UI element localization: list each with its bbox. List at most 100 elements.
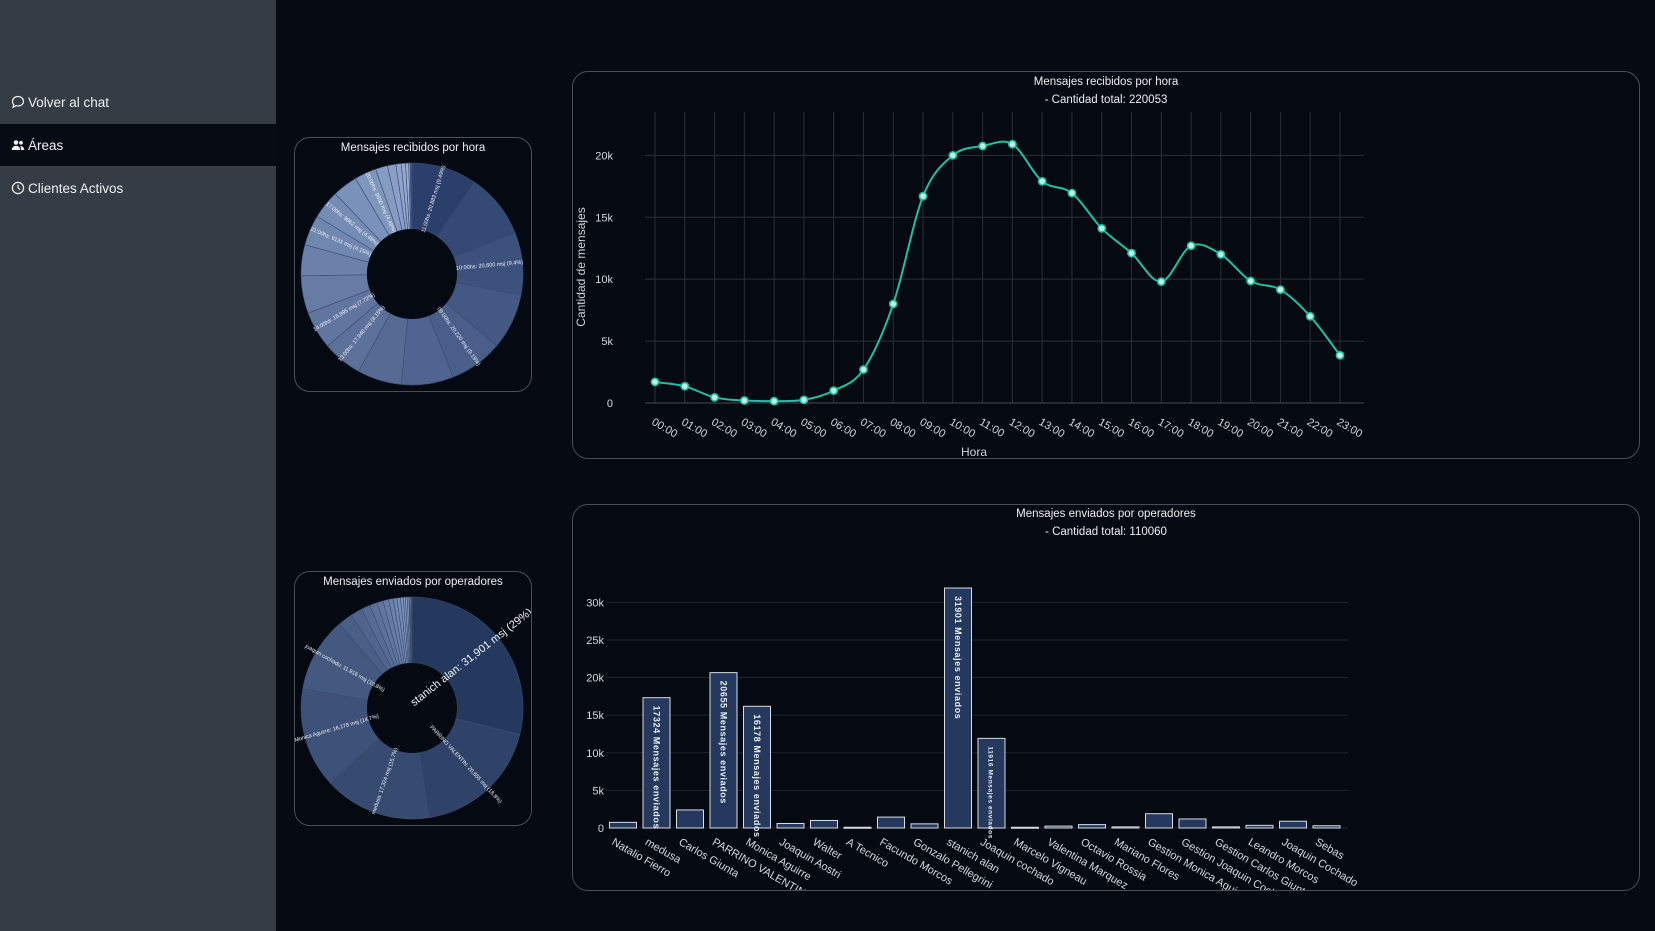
- x-tick-label: 15:00: [1096, 416, 1126, 440]
- y-tick-label: 15k: [595, 212, 613, 224]
- nav-label: Volver al chat: [28, 94, 110, 110]
- bar: [609, 821, 637, 829]
- data-point: [769, 396, 779, 406]
- card-title: Mensajes recibidos por hora: [340, 142, 486, 154]
- nav-label: Áreas: [28, 137, 64, 153]
- x-tick-label: 23:00: [1335, 416, 1365, 440]
- y-tick-label: 20k: [595, 150, 613, 162]
- x-tick-label: 03:00: [739, 416, 769, 440]
- x-tick-label: 08:00: [888, 416, 918, 440]
- bar: [877, 816, 905, 829]
- x-tick-label: 18:00: [1186, 416, 1216, 440]
- data-point: [1067, 188, 1077, 198]
- bar: [843, 826, 872, 829]
- y-tick-label: 10k: [595, 274, 613, 286]
- bar: [1011, 826, 1039, 829]
- sidebar: Volver al chat Áreas Clientes Activos: [0, 0, 276, 931]
- data-point: [1156, 277, 1166, 287]
- x-tick-label: 21:00: [1275, 416, 1305, 440]
- y-tick-label: 5k: [592, 785, 604, 797]
- data-point: [948, 150, 958, 160]
- data-point: [1007, 139, 1017, 149]
- bar: [1245, 824, 1274, 829]
- chart-subtitle: - Cantidad total: 220053: [1045, 94, 1168, 106]
- chart-subtitle: - Cantidad total: 110060: [1045, 526, 1167, 538]
- x-tick-label: 01:00: [679, 416, 709, 440]
- hourly-line-chart[interactable]: Mensajes recibidos por hora - Cantidad t…: [573, 72, 1639, 458]
- nav-label: Clientes Activos: [28, 180, 124, 196]
- x-tick-label: 00:00: [650, 416, 680, 440]
- data-point: [799, 395, 809, 405]
- y-tick-label: 30k: [586, 597, 604, 609]
- data-point: [1305, 311, 1315, 321]
- y-tick-label: 20k: [586, 673, 604, 685]
- y-tick-label: 5k: [601, 336, 613, 348]
- x-tick-label: 13:00: [1037, 416, 1067, 440]
- data-point: [1216, 250, 1226, 259]
- nav-item-clientes-activos[interactable]: Clientes Activos: [0, 167, 276, 209]
- x-tick-label: 20:00: [1245, 416, 1275, 440]
- bar: [810, 819, 838, 829]
- y-tick-label: 10k: [586, 748, 604, 760]
- bar: [1312, 825, 1341, 829]
- x-tick-label: 04:00: [769, 416, 799, 440]
- bar-data-label: 11916 Mensajes enviados: [987, 746, 994, 839]
- bar: [944, 587, 972, 829]
- data-point: [918, 191, 928, 201]
- x-tick-label: 07:00: [858, 416, 888, 440]
- bar: [676, 809, 704, 829]
- x-axis-label: Hora: [961, 445, 987, 458]
- data-point: [650, 377, 660, 387]
- pie-hole: [367, 663, 457, 753]
- bar-data-label: 20655 Mensajes enviados: [719, 681, 729, 804]
- chart-title: Mensajes recibidos por hora: [1034, 76, 1179, 88]
- x-tick-label: 06:00: [828, 416, 858, 440]
- data-point: [1127, 248, 1136, 258]
- chart-title: Mensajes enviados por operadores: [1016, 508, 1196, 520]
- bar: [1044, 825, 1073, 829]
- bar-data-label: 16178 Mensajes enviados: [752, 714, 762, 837]
- data-point: [710, 393, 719, 402]
- x-tick-label: 11:00: [977, 416, 1006, 440]
- x-tick-label: 19:00: [1215, 416, 1245, 440]
- operators-pie-card: Mensajes enviados por operadores stanich…: [294, 571, 532, 826]
- y-tick-label: 25k: [586, 635, 604, 647]
- data-point: [829, 386, 839, 396]
- data-point: [1335, 350, 1345, 360]
- series-line: [654, 140, 1341, 403]
- bar: [709, 672, 738, 829]
- nav-item-areas[interactable]: Áreas: [0, 124, 276, 166]
- x-tick-label: 16:00: [1126, 416, 1156, 440]
- bar: [977, 737, 1006, 829]
- bar: [1212, 826, 1240, 829]
- operators-bar-chart[interactable]: Mensajes enviados por operadores - Canti…: [573, 505, 1639, 890]
- data-point: [859, 365, 868, 374]
- bar-data-label: 17324 Mensajes enviados: [652, 706, 662, 829]
- chat-bubble-icon: [11, 95, 25, 109]
- bar: [910, 823, 939, 829]
- card-title: Mensajes enviados por operadores: [323, 576, 503, 588]
- bar: [1178, 818, 1207, 829]
- y-tick-label: 0: [598, 823, 604, 835]
- operators-sunburst[interactable]: stanich alan: 31,901 msj (29%)PARRINO VA…: [295, 572, 531, 825]
- bar: [642, 697, 671, 829]
- data-point: [888, 299, 898, 309]
- y-tick-label: 0: [607, 398, 613, 410]
- nav-item-volver-al-chat[interactable]: Volver al chat: [0, 81, 276, 123]
- bar-data-label: 31901 Mensajes enviados: [953, 596, 963, 719]
- users-icon: [11, 138, 25, 152]
- hourly-pie-card: Mensajes recibidos por hora 11:00hs: 20,…: [294, 137, 532, 392]
- data-point: [1246, 276, 1256, 286]
- hourly-sunburst[interactable]: 11:00hs: 20,883 msj (9.49%)10:00hs: 20,6…: [295, 138, 531, 391]
- data-point: [978, 141, 988, 151]
- x-tick-label: 02:00: [709, 416, 739, 440]
- bar: [1279, 820, 1307, 829]
- y-tick-label: 15k: [586, 710, 604, 722]
- data-point: [739, 396, 749, 405]
- x-tick-label: 17:00: [1156, 416, 1186, 440]
- bar: [776, 822, 805, 829]
- data-point: [1097, 223, 1107, 233]
- x-tick-label: 09:00: [918, 416, 948, 440]
- operators-bar-chart-card: Mensajes enviados por operadores - Canti…: [572, 504, 1640, 891]
- x-tick-label: 22:00: [1305, 416, 1335, 440]
